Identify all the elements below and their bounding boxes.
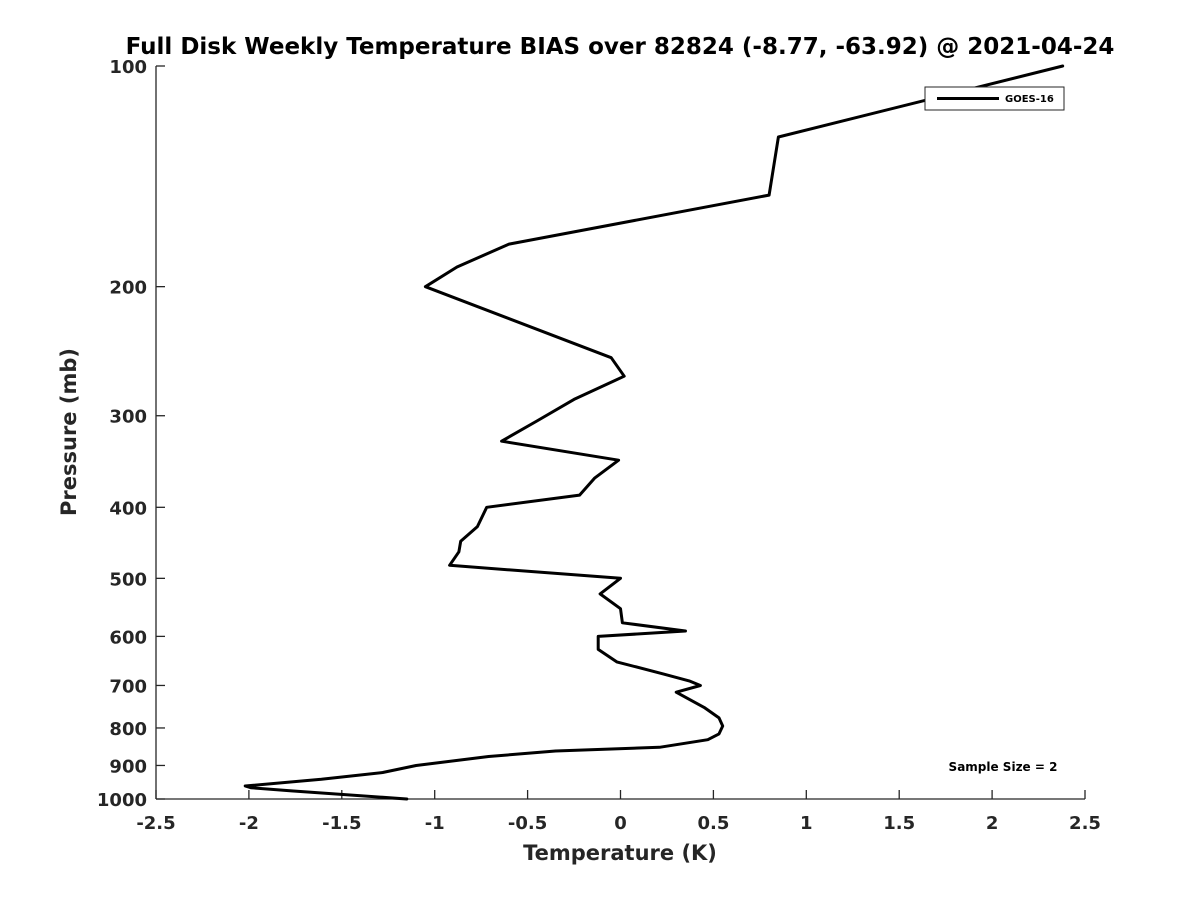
series-line-goes16 xyxy=(243,64,1065,801)
y-tick-label: 700 xyxy=(109,676,147,697)
x-tick-label: -1 xyxy=(425,813,445,834)
plot-area: -2.5 -2 -1.5 -1 -0.5 0 0.5 1 1.5 2 2.5 100 200 300 40… xyxy=(97,57,1101,834)
y-tick-label: 100 xyxy=(109,57,147,78)
y-ticks: 100 200 300 400 500 600 700 800 900 1000 xyxy=(97,57,165,811)
x-tick-label: 1 xyxy=(800,813,813,834)
y-tick-label: 200 xyxy=(109,278,147,299)
x-tick-label: -1.5 xyxy=(322,813,361,834)
x-tick-label: 2.5 xyxy=(1069,813,1101,834)
x-tick-label: -2.5 xyxy=(136,813,175,834)
y-tick-label: 1000 xyxy=(97,790,147,811)
x-axis-label: Temperature (K) xyxy=(523,841,717,865)
x-tick-label: -0.5 xyxy=(508,813,547,834)
y-tick-label: 300 xyxy=(109,407,147,428)
y-tick-label: 500 xyxy=(109,569,147,590)
y-axis-label: Pressure (mb) xyxy=(57,348,81,516)
legend-label-goes16: GOES-16 xyxy=(1005,94,1054,105)
x-tick-label: 0 xyxy=(614,813,627,834)
chart-title: Full Disk Weekly Temperature BIAS over 8… xyxy=(126,34,1115,60)
sample-size-annotation: Sample Size = 2 xyxy=(949,760,1058,774)
y-tick-label: 600 xyxy=(109,627,147,648)
legend: GOES-16 xyxy=(924,86,1065,111)
x-ticks: -2.5 -2 -1.5 -1 -0.5 0 0.5 1 1.5 2 2.5 xyxy=(136,790,1101,834)
x-tick-label: 0.5 xyxy=(697,813,729,834)
y-tick-label: 800 xyxy=(109,719,147,740)
x-tick-label: -2 xyxy=(239,813,259,834)
x-tick-label: 1.5 xyxy=(883,813,915,834)
x-tick-label: 2 xyxy=(986,813,999,834)
y-tick-label: 400 xyxy=(109,498,147,519)
series-layer xyxy=(243,64,1065,801)
y-tick-label: 900 xyxy=(109,756,147,777)
